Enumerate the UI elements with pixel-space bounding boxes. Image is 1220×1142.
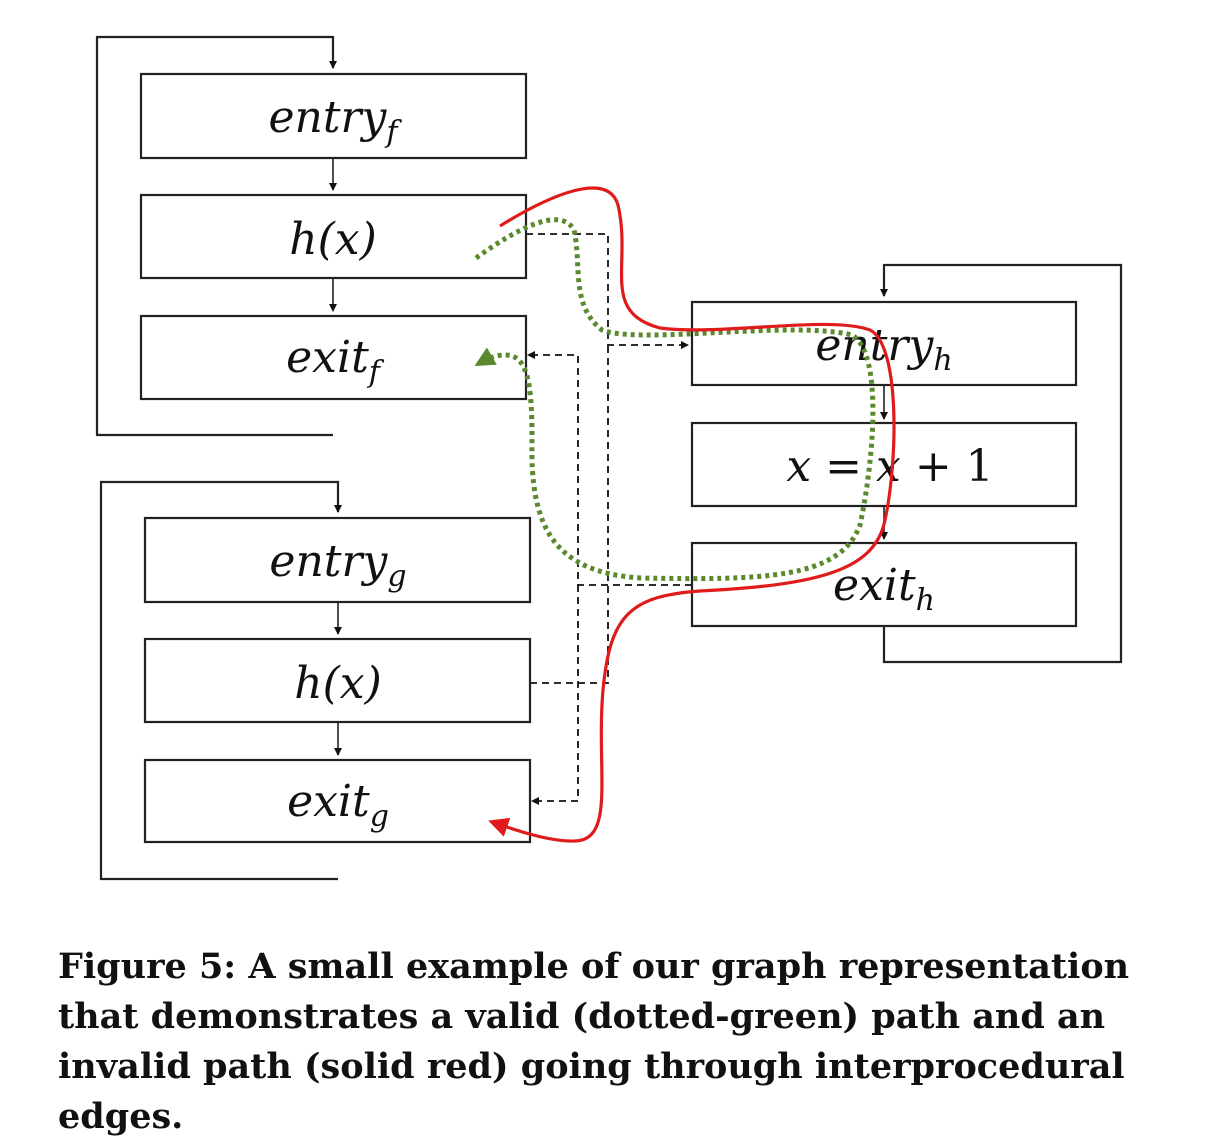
- node-entry-g-subscript: g: [387, 559, 406, 594]
- node-exit-g-label: exit: [287, 776, 370, 827]
- node-exit-g: exitg: [143, 758, 532, 844]
- call-edge-f-to-entry-h: [526, 233, 689, 349]
- invalid-path-solid-red: [488, 186, 896, 843]
- svg-text:entryh: entryh: [815, 320, 952, 378]
- return-edge-h-to-exit-f: [527, 351, 692, 586]
- node-exit-g-subscript: g: [370, 799, 389, 834]
- svg-text:entryf: entryf: [268, 92, 402, 150]
- node-entry-g-label: entry: [269, 536, 388, 587]
- svg-text:exitf: exitf: [286, 332, 385, 390]
- svg-text:entryg: entryg: [269, 536, 406, 594]
- figure-caption: Figure 5: A small example of our graph r…: [58, 946, 1130, 1137]
- node-call-f-label: h(x): [289, 214, 376, 265]
- function-g-loop-edge: [99, 480, 342, 881]
- node-assign-h: x = x + 1: [690, 421, 1078, 508]
- interprocedural-graph-diagram: entryf h(x) exitf entryg h(x) exitg entr…: [95, 35, 1123, 881]
- node-entry-h-subscript: h: [933, 343, 952, 378]
- node-assign-h-label: x = x + 1: [786, 441, 993, 492]
- node-exit-f: exitf: [139, 314, 528, 401]
- node-exit-h-subscript: h: [916, 583, 935, 618]
- node-exit-h-label: exit: [833, 560, 916, 611]
- node-exit-f-label: exit: [286, 332, 369, 383]
- svg-text:exith: exith: [833, 560, 935, 618]
- node-entry-h: entryh: [690, 300, 1078, 387]
- svg-text:exitg: exitg: [287, 776, 389, 834]
- function-h-loop-edge: [880, 263, 1123, 664]
- call-edge-g-to-entry-h: [530, 345, 609, 684]
- function-f-loop-edge: [95, 35, 337, 437]
- return-edge-h-to-exit-g: [531, 585, 579, 805]
- node-exit-h: exith: [690, 541, 1078, 628]
- node-entry-f: entryf: [139, 72, 528, 160]
- node-entry-h-label: entry: [815, 320, 934, 371]
- valid-path-dotted-green: [474, 217, 876, 582]
- node-entry-g: entryg: [143, 516, 532, 604]
- node-call-g: h(x): [143, 637, 532, 724]
- node-call-g-label: h(x): [294, 658, 381, 709]
- node-call-f: h(x): [139, 193, 528, 280]
- node-entry-f-label: entry: [268, 92, 387, 143]
